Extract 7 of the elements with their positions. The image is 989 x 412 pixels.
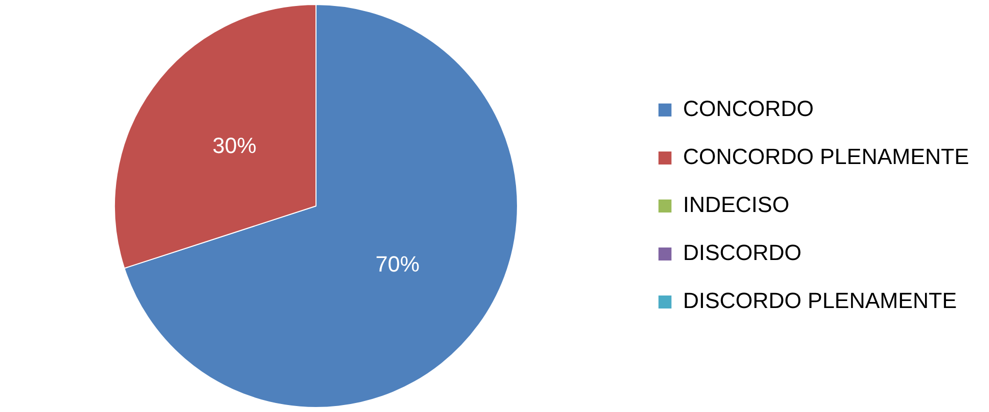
- legend-label: CONCORDO PLENAMENTE: [682, 144, 970, 170]
- data-label: 30%: [212, 132, 256, 158]
- legend-label: INDECISO: [682, 192, 790, 218]
- data-label: 70%: [375, 251, 420, 276]
- legend-label: CONCORDO: [682, 96, 814, 122]
- legend-label: DISCORDO PLENAMENTE: [682, 288, 957, 314]
- legend-label: DISCORDO: [682, 240, 802, 266]
